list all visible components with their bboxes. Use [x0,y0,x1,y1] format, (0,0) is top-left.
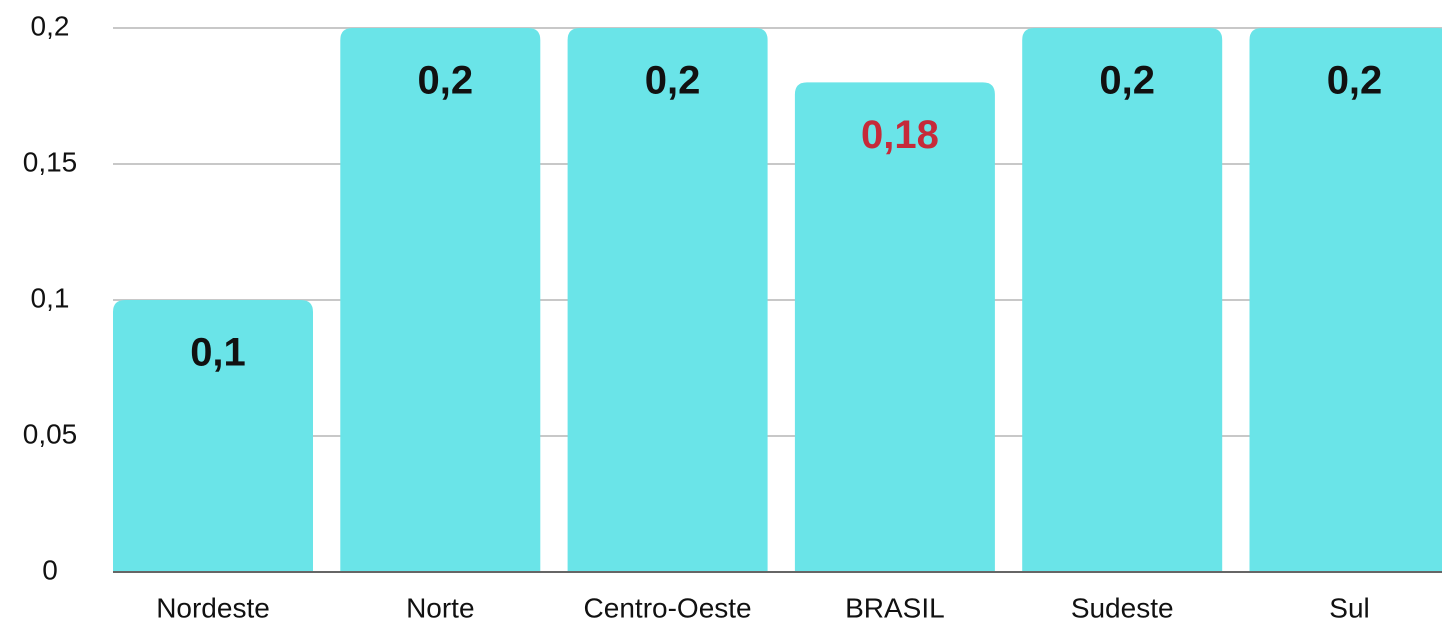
bar [794,82,995,573]
x-tick-label: BRASIL [845,592,945,623]
y-tick-label: 0,2 [31,10,70,41]
value-label: 0,2 [1327,59,1383,103]
x-tick-label: Nordeste [156,592,270,623]
bar [1249,28,1442,572]
x-tick-label: Centro-Oeste [584,592,752,623]
bar [113,300,313,572]
bar [1022,28,1223,572]
y-tick-label: 0,1 [31,282,70,313]
x-tick-label: Sul [1329,592,1369,623]
y-tick-label: 0,15 [23,146,78,177]
value-label: 0,1 [190,331,246,375]
value-label: 0,2 [417,59,473,103]
value-label: 0,18 [861,113,939,157]
x-tick-label: Norte [406,592,474,623]
x-tick-label: Sudeste [1071,592,1174,623]
value-label: 0,2 [645,59,701,103]
bar [567,28,768,572]
y-tick-label: 0 [42,554,58,585]
value-label: 0,2 [1099,59,1155,103]
y-tick-label: 0,05 [23,418,78,449]
bar [340,28,541,572]
